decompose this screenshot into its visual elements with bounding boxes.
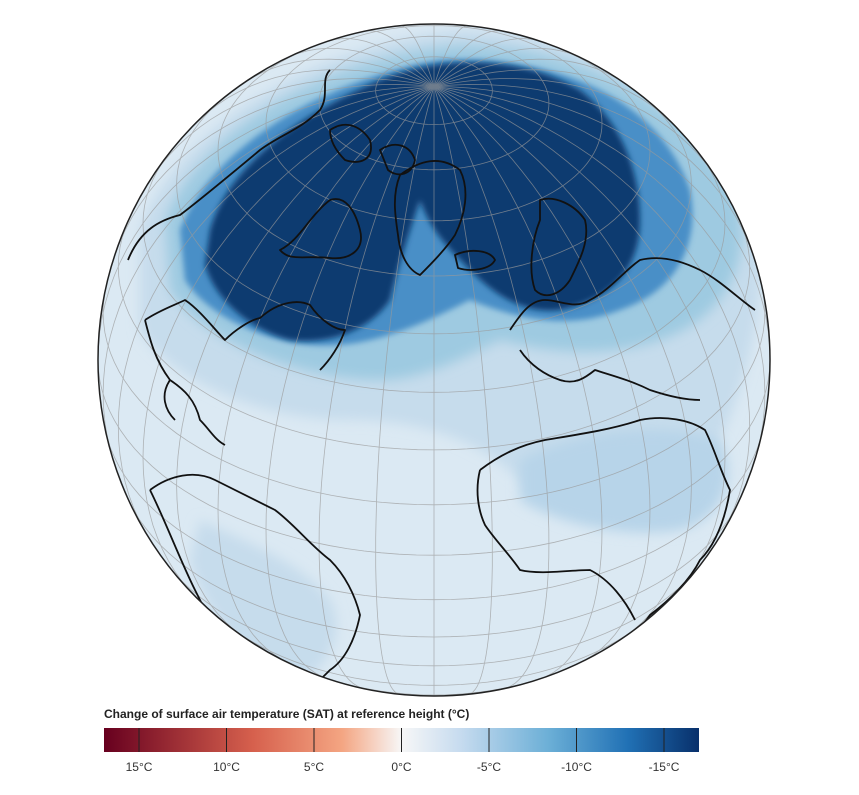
- colorbar-tick-label: -15°C: [648, 760, 680, 774]
- graticule-line: [433, 84, 754, 257]
- graticule-line: [242, 58, 435, 87]
- graticule-line: [142, 86, 435, 592]
- graticule-line: [433, 86, 770, 361]
- coast-africa: [476, 417, 731, 646]
- graticule-line: [433, 86, 603, 677]
- colorbar: [104, 728, 699, 752]
- graticule-line: [366, 30, 435, 87]
- graticule-line: [152, 78, 435, 177]
- graticule-line: [217, 86, 435, 660]
- colorbar-tick-label: 5°C: [303, 760, 325, 774]
- colorbar-tick-label: 15°C: [125, 760, 153, 774]
- graticule-line: [265, 86, 435, 677]
- graticule-line: [433, 30, 502, 87]
- graticule-line: [117, 86, 435, 533]
- graticule-line: [433, 69, 670, 121]
- cooling-zone-south-america: [190, 520, 337, 690]
- graticule-line: [176, 86, 435, 630]
- graticule-line: [433, 78, 716, 177]
- graticule-line: [114, 84, 435, 257]
- globe-svg: [97, 23, 771, 697]
- graticule-line: [433, 86, 550, 689]
- graticule-line: [433, 25, 466, 87]
- cooling-zone-sahara: [520, 429, 728, 533]
- graticule-line: [433, 86, 726, 592]
- graticule-line: [102, 86, 435, 451]
- globe-outline: [97, 23, 771, 697]
- globe-map: [97, 23, 771, 697]
- graticule-line: [318, 86, 435, 689]
- colorbar-ticks: [138, 728, 665, 752]
- colorbar-tick-label: -5°C: [476, 760, 502, 774]
- colorbar-tick-label: 0°C: [391, 760, 412, 774]
- graticule: [98, 24, 770, 696]
- graticule-line: [375, 86, 435, 695]
- legend-title: Change of surface air temperature (SAT) …: [104, 707, 470, 721]
- graticule-line: [433, 38, 540, 87]
- graticule-line: [433, 86, 651, 660]
- graticule-line: [98, 86, 435, 361]
- coast-north-america: [127, 69, 346, 446]
- graticule-line: [433, 86, 751, 533]
- graticule-line: [402, 25, 435, 87]
- graticule-line: [289, 48, 435, 87]
- graticule-line: [198, 69, 435, 121]
- graticule-line: [433, 58, 626, 87]
- colorbar-tick-label: -10°C: [561, 760, 592, 774]
- coast-europe: [509, 197, 756, 401]
- coastlines: [127, 69, 756, 696]
- graticule-line: [433, 86, 493, 695]
- temperature-field: [140, 30, 762, 690]
- colorbar-tick-label: 10°C: [213, 760, 240, 774]
- graticule-line: [328, 38, 435, 87]
- coast-greenland: [393, 160, 467, 276]
- legend: Change of surface air temperature (SAT) …: [104, 706, 704, 774]
- graticule-line: [433, 86, 766, 451]
- graticule-line: [433, 86, 692, 630]
- coast-iceland: [454, 249, 496, 271]
- graticule-line: [433, 48, 579, 87]
- coast-canadian-archipelago: [279, 123, 416, 260]
